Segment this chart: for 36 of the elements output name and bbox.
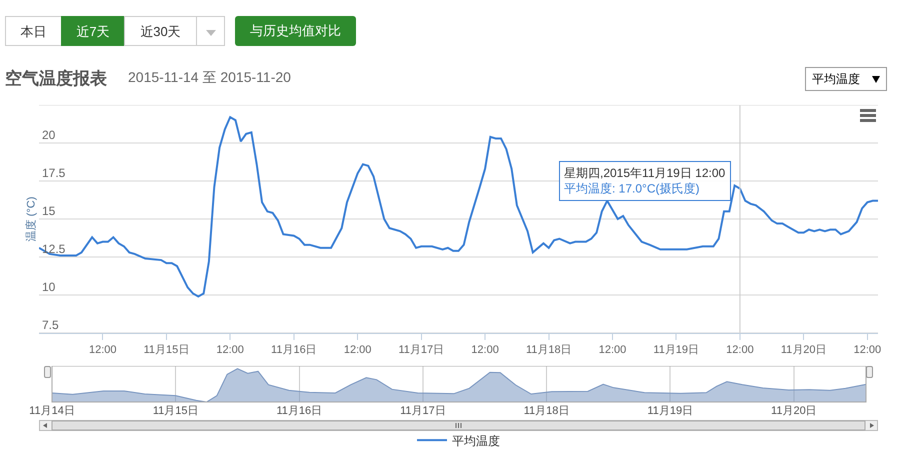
x-tick-label: 11月20日: [771, 405, 817, 417]
x-tick-label: 12:00: [88, 344, 116, 356]
x-tick-label: 11月16日: [271, 344, 317, 356]
chart-title: 空气温度报表: [5, 68, 107, 90]
x-tick-label: 11月19日: [653, 344, 700, 356]
annotation: 星期四,2015年11月19日 12:00 平均温度: 17.0°C(摄氏度): [564, 166, 726, 196]
x-tick-label: 11月16日: [276, 405, 322, 417]
text: 与历史均值对比: [235, 16, 356, 46]
y-tick-label: 15: [42, 204, 56, 218]
x-tick-label: 12:00: [471, 344, 499, 356]
y-tick-label: 7.5: [42, 318, 60, 332]
text: 本日: [5, 16, 62, 46]
text: 近7天: [61, 16, 125, 46]
x-tick-label: 11月17日: [400, 405, 446, 417]
chart-subtitle: 2015-11-14 至 2015-11-20: [128, 69, 291, 87]
x-tick-label: 11月18日: [524, 405, 570, 417]
y-tick-label: 20: [42, 128, 56, 142]
x-tick-label: 12:00: [216, 344, 244, 356]
text: 近30天: [124, 16, 197, 46]
x-tick-label: 11月14日: [29, 405, 75, 417]
x-tick-label: 11月18日: [526, 344, 572, 356]
y-tick-label: 10: [42, 280, 56, 294]
x-tick-label: 11月15日: [144, 344, 190, 356]
y-tick-label: 17.5: [42, 166, 66, 180]
x-tick-label: 11月17日: [398, 344, 444, 356]
x-tick-label: 11月20日: [780, 344, 826, 356]
legend-label: 平均温度: [452, 434, 500, 448]
y-axis-title: 温度 (°C): [24, 196, 38, 242]
x-tick-label: 11月15日: [152, 405, 198, 417]
x-tick-label: 12:00: [854, 344, 882, 356]
x-tick-label: 11月19日: [647, 405, 694, 417]
text: 平均温度: [812, 72, 860, 86]
x-tick-label: 12:00: [598, 344, 626, 356]
y-tick-label: 12.5: [42, 242, 66, 256]
x-tick-label: 12:00: [726, 344, 754, 356]
x-tick-label: 12:00: [344, 344, 372, 356]
